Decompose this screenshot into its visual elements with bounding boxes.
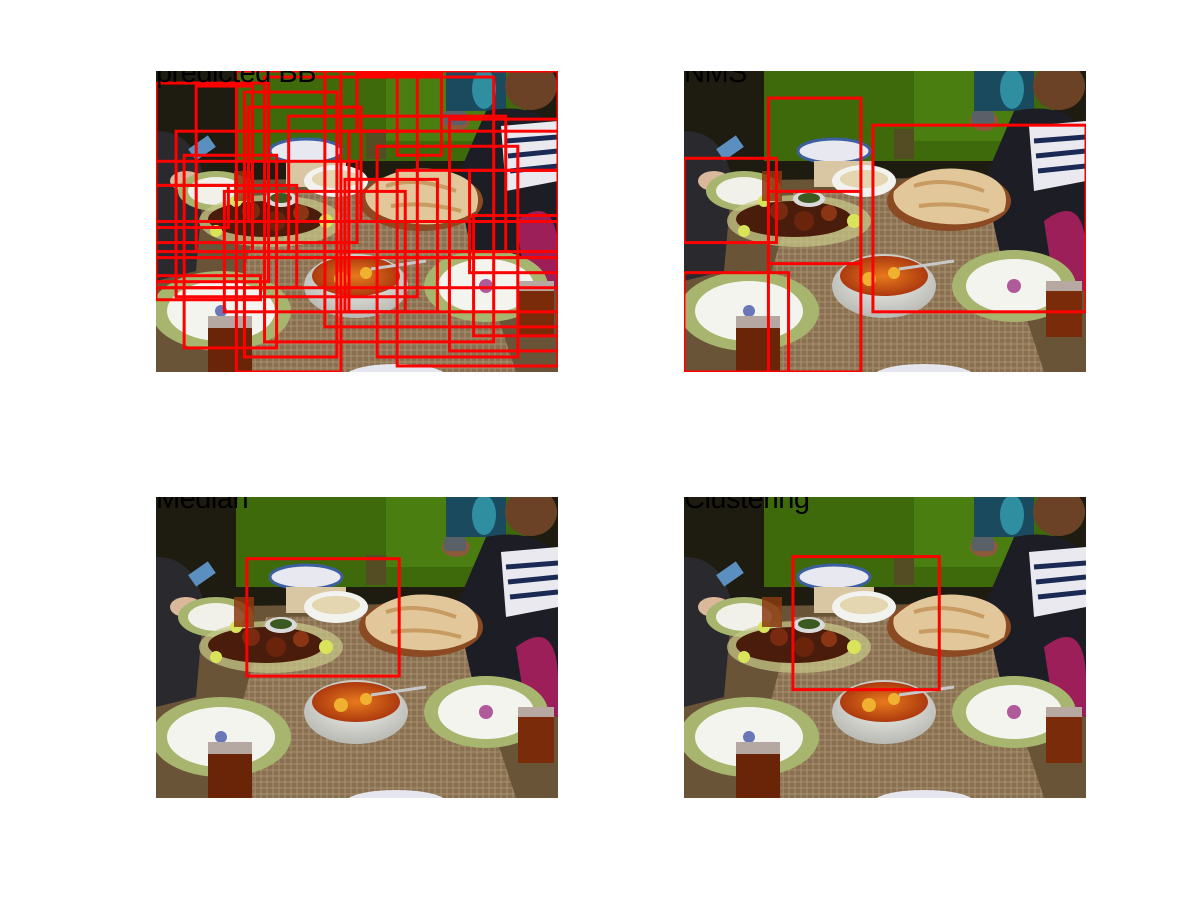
panel-title: Median <box>156 497 249 515</box>
dinner-photo <box>156 497 558 798</box>
dinner-photo <box>684 71 1086 372</box>
panel-nms: NMS <box>684 71 1086 372</box>
panel-clustering: Clustering <box>684 497 1086 798</box>
panel-title: predicted BB <box>156 71 317 89</box>
panel-predicted-bb: predicted BB <box>156 71 558 372</box>
dinner-photo <box>156 71 558 372</box>
panel-title: NMS <box>684 71 747 89</box>
panel-title: Clustering <box>684 497 810 515</box>
panel-median: Median <box>156 497 558 798</box>
dinner-photo <box>684 497 1086 798</box>
